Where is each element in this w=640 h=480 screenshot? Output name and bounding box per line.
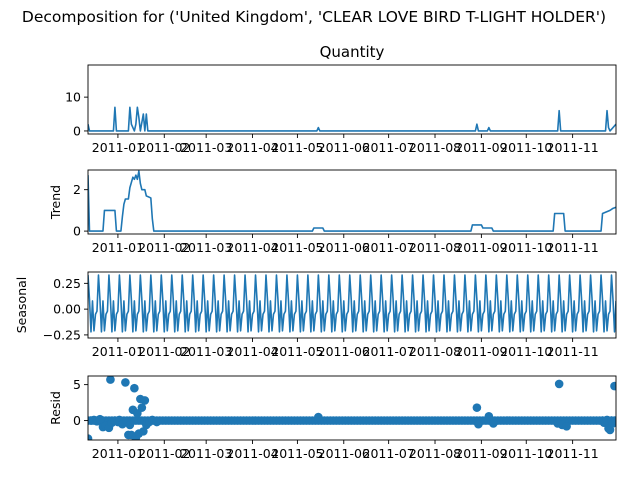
xtick-label: 2011-08 <box>409 446 461 461</box>
axes-frame-trend <box>87 169 617 235</box>
xtick-label: 2011-01 <box>92 140 144 155</box>
ytick-label: 2 <box>73 182 81 197</box>
ytick-label: 0 <box>73 224 81 239</box>
ytick-label: 0 <box>73 123 81 138</box>
xtick-label: 2011-10 <box>500 240 552 255</box>
xtick-label: 2011-07 <box>363 344 415 359</box>
xtick-label: 2011-08 <box>409 240 461 255</box>
xtick-label: 2011-02 <box>138 446 190 461</box>
xtick-label: 2011-03 <box>180 240 232 255</box>
series-line-seasonal <box>88 274 616 333</box>
xtick-label: 2011-02 <box>138 240 190 255</box>
xtick-label: 2011-04 <box>226 140 278 155</box>
xtick-label: 2011-09 <box>455 446 507 461</box>
ytick-label: −0.25 <box>43 327 81 342</box>
ytick-label: 0.00 <box>53 302 81 317</box>
axes-frame-seasonal <box>87 271 617 339</box>
xtick-label: 2011-05 <box>271 446 323 461</box>
plot-area-resid <box>88 376 616 440</box>
panel-observed: Quantity0102011-012011-022011-032011-042… <box>65 43 617 155</box>
xtick-label: 2011-11 <box>547 140 599 155</box>
xtick-label: 2011-07 <box>363 240 415 255</box>
resid-point <box>139 427 148 436</box>
resid-point <box>140 396 150 405</box>
xtick-label: 2011-03 <box>180 344 232 359</box>
xtick-label: 2011-11 <box>547 446 599 461</box>
resid-point <box>106 376 115 384</box>
resid-point <box>137 403 147 412</box>
resid-point <box>554 379 564 389</box>
resid-point <box>489 419 498 428</box>
xtick-label: 2011-10 <box>500 140 552 155</box>
xtick-label: 2011-03 <box>180 446 232 461</box>
panel-title: Quantity <box>320 43 385 61</box>
plot-area-seasonal <box>88 274 616 333</box>
xtick-label: 2011-08 <box>409 344 461 359</box>
ylabel-resid: Resid <box>48 391 63 425</box>
ytick-label: 0.25 <box>53 276 81 291</box>
xtick-label: 2011-04 <box>226 446 278 461</box>
resid-point <box>605 425 615 435</box>
xtick-label: 2011-07 <box>363 140 415 155</box>
xtick-label: 2011-08 <box>409 140 461 155</box>
resid-point <box>88 434 93 440</box>
resid-point <box>314 412 323 422</box>
xtick-label: 2011-06 <box>318 240 370 255</box>
ytick-label: 0 <box>73 413 81 428</box>
axes-frame-resid <box>87 375 617 441</box>
resid-point <box>484 411 494 421</box>
xtick-label: 2011-06 <box>318 140 370 155</box>
panel-seasonal: Seasonal 0.250.00−0.252011-012011-022011-… <box>14 271 617 359</box>
xtick-label: 2011-06 <box>318 446 370 461</box>
xtick-label: 2011-03 <box>180 140 232 155</box>
series-line-observed <box>88 106 616 132</box>
figure-title: Decomposition for ('United Kingdom', 'CL… <box>22 8 606 26</box>
xtick-label: 2011-11 <box>547 344 599 359</box>
xtick-label: 2011-01 <box>92 446 144 461</box>
plot-area-observed <box>88 106 616 132</box>
xtick-label: 2011-06 <box>318 344 370 359</box>
resid-point <box>472 403 482 412</box>
ylabel-trend: Trend <box>48 185 63 220</box>
resid-point <box>610 381 616 391</box>
xtick-label: 2011-02 <box>138 344 190 359</box>
axes-frame-observed <box>87 64 617 135</box>
xtick-label: 2011-01 <box>92 240 144 255</box>
resid-point <box>562 422 571 431</box>
xtick-label: 2011-05 <box>271 140 323 155</box>
panel-trend: Trend022011-012011-022011-032011-042011-… <box>48 169 617 255</box>
xtick-label: 2011-04 <box>226 344 278 359</box>
plot-area-trend <box>88 170 616 232</box>
resid-point <box>125 420 135 430</box>
xtick-label: 2011-10 <box>500 446 552 461</box>
panel-resid: Resid 052011-012011-022011-032011-042011-… <box>48 375 617 461</box>
series-line-trend <box>88 170 616 232</box>
xtick-label: 2011-09 <box>455 240 507 255</box>
xtick-label: 2011-09 <box>455 344 507 359</box>
resid-point <box>152 417 162 427</box>
ytick-label: 5 <box>73 377 81 392</box>
resid-point <box>611 416 616 425</box>
resid-point <box>121 378 130 387</box>
xtick-label: 2011-05 <box>271 240 323 255</box>
xtick-label: 2011-05 <box>271 344 323 359</box>
ylabel-seasonal: Seasonal <box>14 277 29 334</box>
xtick-label: 2011-10 <box>500 344 552 359</box>
xtick-label: 2011-11 <box>547 240 599 255</box>
xtick-label: 2011-04 <box>226 240 278 255</box>
resid-point <box>130 383 139 393</box>
panels-group: Quantity0102011-012011-022011-032011-042… <box>14 43 617 461</box>
xtick-label: 2011-02 <box>138 140 190 155</box>
resid-point <box>95 414 105 424</box>
resid-point <box>474 419 483 429</box>
xtick-label: 2011-01 <box>92 344 144 359</box>
xtick-label: 2011-09 <box>455 140 507 155</box>
xtick-label: 2011-07 <box>363 446 415 461</box>
ytick-label: 10 <box>65 90 81 105</box>
